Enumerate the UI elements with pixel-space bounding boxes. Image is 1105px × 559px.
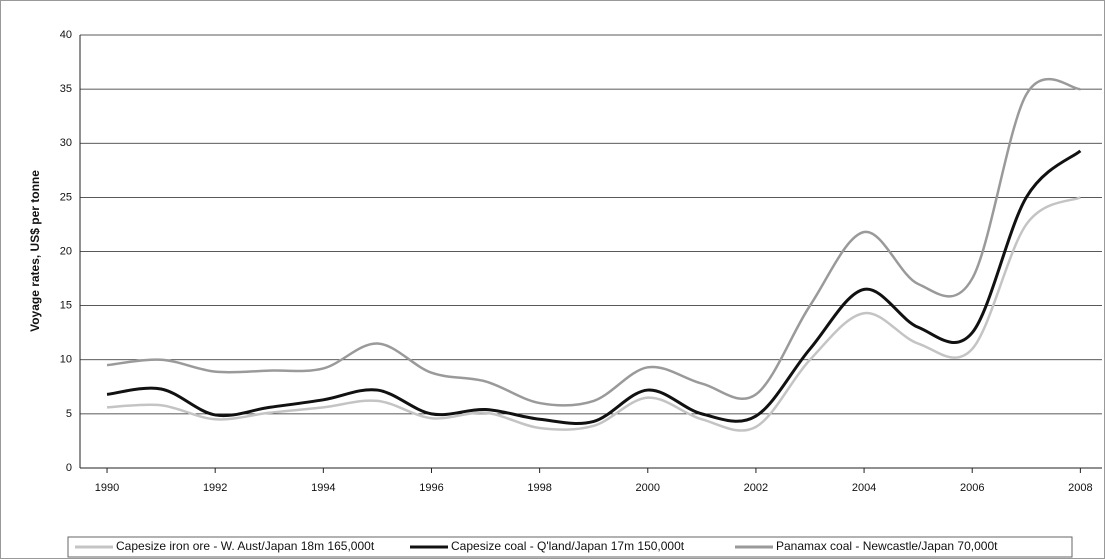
x-tick-label: 2000 xyxy=(636,482,660,494)
x-tick-label: 2008 xyxy=(1068,482,1092,494)
legend-label: Capesize coal - Q'land/Japan 17m 150,000… xyxy=(451,539,685,553)
x-tick-label: 1992 xyxy=(203,482,227,494)
y-tick-label: 25 xyxy=(60,191,72,203)
x-tick-label: 2002 xyxy=(744,482,768,494)
series-line xyxy=(106,78,1081,407)
x-tick-label: 1990 xyxy=(95,482,119,494)
y-tick-label: 20 xyxy=(60,245,72,257)
x-tick-label: 2006 xyxy=(960,482,984,494)
series-line xyxy=(106,196,1081,432)
legend-label: Capesize iron ore - W. Aust/Japan 18m 16… xyxy=(116,539,375,553)
legend-label: Panamax coal - Newcastle/Japan 70,000t xyxy=(776,539,998,553)
y-tick-label: 30 xyxy=(60,137,72,149)
legend-box xyxy=(67,536,1073,558)
y-axis-label: Voyage rates, US$ per tonne xyxy=(28,170,42,332)
y-tick-label: 5 xyxy=(66,408,72,420)
x-tick-label: 1996 xyxy=(419,482,443,494)
x-tick-label: 2004 xyxy=(852,482,876,494)
y-tick-label: 10 xyxy=(60,354,72,366)
x-tick-label: 1998 xyxy=(527,482,551,494)
series-line xyxy=(106,149,1082,425)
y-tick-label: 40 xyxy=(60,29,72,41)
y-tick-label: 15 xyxy=(60,300,72,312)
y-tick-label: 0 xyxy=(66,462,72,474)
x-tick-label: 1994 xyxy=(311,482,335,494)
y-tick-label: 35 xyxy=(60,83,72,95)
